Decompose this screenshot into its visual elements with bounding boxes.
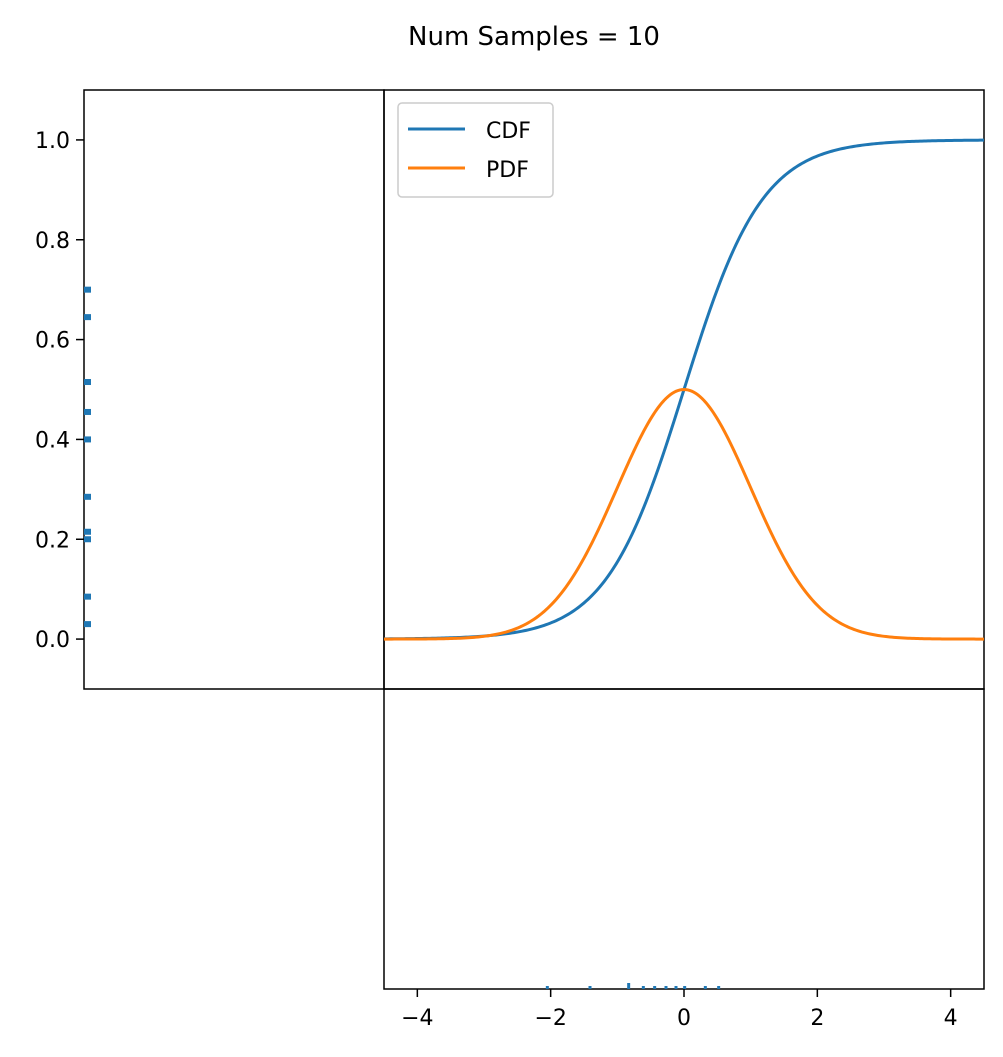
legend: CDF PDF [397, 102, 554, 198]
bottom-rug-mark [664, 986, 668, 989]
bottom-rug-mark [627, 983, 631, 989]
y-tick-label: 0.2 [35, 528, 70, 553]
x-tick-label: 2 [810, 1006, 824, 1031]
bottom-rug-mark [683, 986, 687, 989]
left-rug-mark [84, 408, 91, 415]
bottom-rug-group [545, 983, 721, 989]
bottom-rug-mark [653, 986, 657, 989]
left-rug-mark [84, 314, 91, 321]
y-tick-label: 0.0 [35, 628, 70, 653]
bottom-rug-mark [545, 986, 549, 989]
x-tick-label: −2 [534, 1006, 566, 1031]
left-rug-mark [84, 379, 91, 386]
left-rug-mark [84, 621, 91, 628]
bottom-rug-mark [717, 986, 721, 989]
bottom-rug-mark [641, 986, 645, 989]
left-rug-group [84, 286, 91, 628]
y-tick-label: 0.8 [35, 229, 70, 254]
x-tick-label: 0 [677, 1006, 691, 1031]
left-rug-mark [84, 593, 91, 600]
x-tick-label: 4 [944, 1006, 958, 1031]
left-rug-mark [84, 536, 91, 543]
left-rug-mark [84, 528, 91, 535]
y-tick-label: 0.6 [35, 329, 70, 354]
left-marginal-panel: 0.0 0.2 0.4 0.6 0.8 1.0 [35, 89, 385, 690]
legend-pdf-label: PDF [486, 158, 529, 183]
left-rug-mark [84, 286, 91, 293]
figure-title: Num Samples = 10 [408, 22, 660, 52]
bottom-rug-mark [674, 986, 678, 989]
bottom-rug-mark [703, 986, 707, 989]
bottom-marginal-panel: −4 −2 0 2 4 [383, 688, 985, 1031]
main-panel: CDF PDF [383, 89, 985, 690]
left-rug-mark [84, 493, 91, 500]
legend-cdf-label: CDF [486, 119, 531, 144]
y-tick-label: 1.0 [35, 129, 70, 154]
x-axis-ticks: −4 −2 0 2 4 [401, 989, 958, 1031]
y-axis-ticks: 0.0 0.2 0.4 0.6 0.8 1.0 [35, 129, 84, 653]
pdf-line [384, 387, 984, 641]
y-tick-label: 0.4 [35, 428, 70, 453]
left-rug-mark [84, 436, 91, 443]
x-tick-label: −4 [401, 1006, 433, 1031]
bottom-rug-mark [588, 986, 592, 989]
